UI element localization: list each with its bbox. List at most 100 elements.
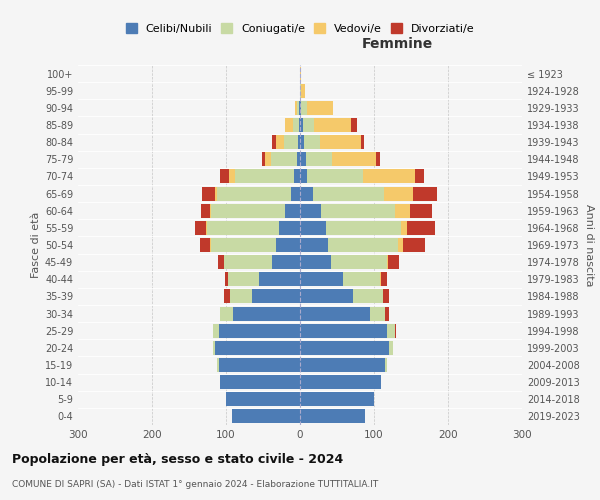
Bar [321,204,395,218]
Bar [230,290,252,304]
Bar [299,118,300,132]
Bar [388,324,395,338]
Bar [228,272,259,286]
Bar [297,152,300,166]
Bar [299,101,300,115]
Bar [343,272,380,286]
Text: COMUNE DI SAPRI (SA) - Dati ISTAT 1° gennaio 2024 - Elaborazione TUTTITALIA.IT: COMUNE DI SAPRI (SA) - Dati ISTAT 1° gen… [12,480,378,489]
Bar [300,118,303,132]
Bar [326,221,401,235]
Bar [218,324,300,338]
Bar [300,410,365,424]
Bar [217,358,218,372]
Bar [224,272,228,286]
Bar [217,186,291,200]
Bar [300,392,374,406]
Bar [252,290,300,304]
Bar [300,238,328,252]
Bar [235,170,294,183]
Bar [301,101,307,115]
Bar [370,306,385,320]
Bar [220,170,229,183]
Bar [195,221,206,235]
Bar [232,410,300,424]
Bar [307,101,334,115]
Bar [300,255,331,269]
Bar [395,204,410,218]
Bar [383,186,413,200]
Bar [304,135,320,149]
Bar [314,118,351,132]
Bar [403,238,425,252]
Bar [218,255,224,269]
Bar [224,290,230,304]
Bar [300,101,301,115]
Bar [300,358,385,372]
Bar [300,170,307,183]
Bar [262,152,265,166]
Bar [303,118,314,132]
Bar [291,186,300,200]
Bar [313,186,383,200]
Bar [212,324,218,338]
Bar [207,221,279,235]
Y-axis label: Anni di nascita: Anni di nascita [584,204,593,286]
Legend: Celibi/Nubili, Coniugati/e, Vedovi/e, Divorziati/e: Celibi/Nubili, Coniugati/e, Vedovi/e, Di… [122,20,478,38]
Bar [229,170,235,183]
Bar [215,341,300,355]
Bar [300,221,326,235]
Bar [265,152,271,166]
Bar [300,204,321,218]
Bar [320,135,361,149]
Bar [300,306,370,320]
Bar [259,272,300,286]
Bar [407,221,436,235]
Bar [202,186,215,200]
Bar [275,135,284,149]
Text: Popolazione per età, sesso e stato civile - 2024: Popolazione per età, sesso e stato civil… [12,452,343,466]
Bar [388,255,399,269]
Bar [233,306,300,320]
Bar [331,255,386,269]
Bar [272,255,300,269]
Bar [300,135,304,149]
Bar [201,204,210,218]
Bar [363,170,415,183]
Bar [301,84,305,98]
Bar [413,186,437,200]
Bar [401,221,407,235]
Bar [300,290,353,304]
Bar [284,135,298,149]
Bar [415,170,424,183]
Bar [300,375,382,389]
Bar [395,324,396,338]
Bar [212,341,215,355]
Bar [410,204,432,218]
Y-axis label: Fasce di età: Fasce di età [31,212,41,278]
Bar [285,204,300,218]
Bar [272,135,275,149]
Bar [220,306,233,320]
Bar [332,152,376,166]
Bar [353,290,383,304]
Bar [293,118,299,132]
Bar [351,118,357,132]
Bar [279,221,300,235]
Bar [297,101,299,115]
Bar [385,306,389,320]
Bar [300,66,301,80]
Bar [300,84,301,98]
Bar [224,255,272,269]
Bar [295,101,297,115]
Bar [206,221,207,235]
Bar [386,255,388,269]
Bar [285,118,293,132]
Bar [298,135,300,149]
Bar [385,358,386,372]
Bar [380,272,386,286]
Bar [307,170,363,183]
Bar [383,290,389,304]
Bar [300,152,306,166]
Bar [200,238,211,252]
Bar [300,341,389,355]
